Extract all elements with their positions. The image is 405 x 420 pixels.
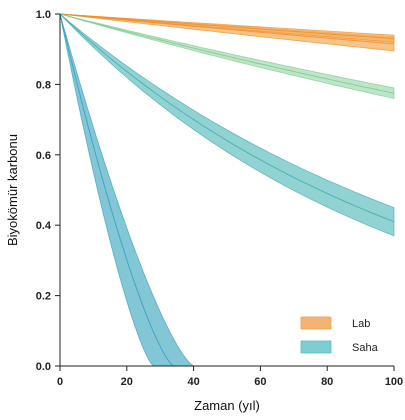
x-axis-ticks: 0 20 40 60 80 100 xyxy=(57,366,403,388)
x-tick-label: 40 xyxy=(187,376,199,388)
series-line-4 xyxy=(59,13,174,367)
y-axis-ticks: 0.0 0.2 0.4 0.6 0.8 1.0 xyxy=(36,9,60,373)
band-lab-1 xyxy=(59,13,395,43)
x-tick-label: 100 xyxy=(385,376,403,388)
x-tick-label: 0 xyxy=(57,376,63,388)
legend-swatch-saha xyxy=(300,340,332,354)
legend-label-lab: Lab xyxy=(352,318,370,330)
series-line-3 xyxy=(59,13,395,223)
y-tick-label: 0.0 xyxy=(36,361,51,373)
chart-bands xyxy=(59,13,395,367)
x-axis-title: Zaman (yıl) xyxy=(194,398,260,413)
series-line-2 xyxy=(59,13,395,94)
x-tick-label: 80 xyxy=(321,376,333,388)
y-tick-label: 1.0 xyxy=(36,9,51,21)
x-tick-label: 60 xyxy=(254,376,266,388)
legend-swatch-lab xyxy=(300,316,332,330)
x-tick-label: 20 xyxy=(121,376,133,388)
legend-label-saha: Saha xyxy=(352,342,379,354)
series-line-1 xyxy=(59,13,395,40)
y-axis-title: Biyokömür karbonu xyxy=(5,134,20,246)
y-tick-label: 0.2 xyxy=(36,291,51,303)
legend: Lab Saha xyxy=(300,316,379,354)
y-tick-label: 0.8 xyxy=(36,79,51,91)
y-tick-label: 0.6 xyxy=(36,150,51,162)
y-tick-label: 0.4 xyxy=(36,220,52,232)
